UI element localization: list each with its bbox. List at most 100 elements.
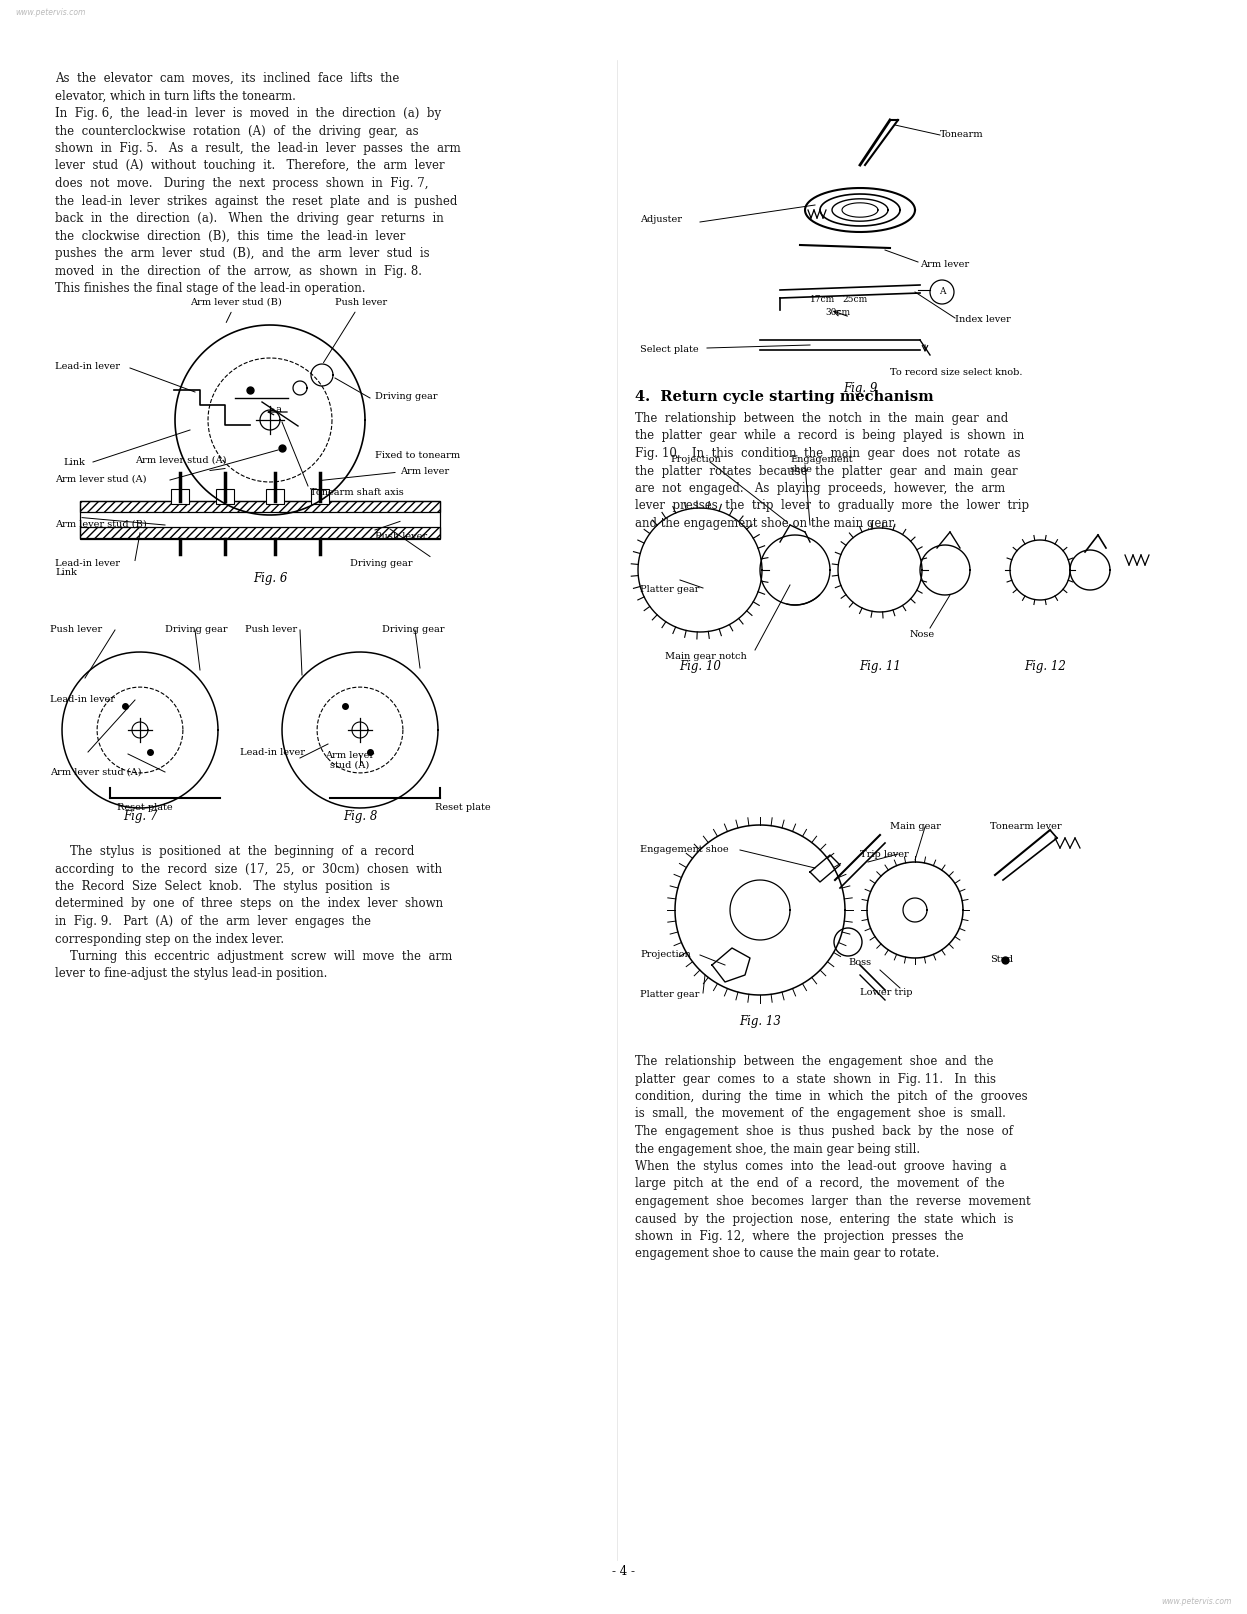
- Text: Tonearm shaft axis: Tonearm shaft axis: [311, 487, 404, 497]
- Text: are  not  engaged.   As  playing  proceeds,  however,  the  arm: are not engaged. As playing proceeds, ho…: [635, 483, 1005, 495]
- Text: Lead-in lever: Lead-in lever: [50, 696, 115, 704]
- Text: according  to  the  record  size  (17,  25,  or  30cm)  chosen  with: according to the record size (17, 25, or…: [55, 862, 443, 875]
- Text: 30cm: 30cm: [826, 308, 850, 316]
- Text: Engagement
shoe: Engagement shoe: [791, 455, 853, 475]
- Text: Fig. 8: Fig. 8: [343, 810, 377, 823]
- Text: The  engagement  shoe  is  thus  pushed  back  by  the  nose  of: The engagement shoe is thus pushed back …: [635, 1125, 1013, 1138]
- Text: Driving gear: Driving gear: [165, 625, 227, 634]
- Text: Projection: Projection: [640, 951, 691, 959]
- Text: Fig. 13: Fig. 13: [739, 1015, 781, 1028]
- Bar: [80, 500, 440, 539]
- Text: Tonearm lever: Tonearm lever: [990, 822, 1061, 831]
- Text: Arm lever stud (A): Arm lever stud (A): [135, 455, 227, 465]
- Text: Engagement shoe: Engagement shoe: [640, 846, 728, 854]
- Text: Arm lever stud (A): Arm lever stud (A): [55, 475, 146, 484]
- Text: in  Fig. 9.   Part  (A)  of  the  arm  lever  engages  the: in Fig. 9. Part (A) of the arm lever eng…: [55, 915, 372, 928]
- Text: moved  in  the  direction  of  the  arrow,  as  shown  in  Fig. 8.: moved in the direction of the arrow, as …: [55, 265, 421, 278]
- Text: Fig. 10: Fig. 10: [680, 660, 721, 673]
- Text: large  pitch  at  the  end  of  a  record,  the  movement  of  the: large pitch at the end of a record, the …: [635, 1178, 1005, 1191]
- Text: Push lever: Push lever: [50, 625, 102, 634]
- Text: the  platter  rotates  because  the  platter  gear  and  main  gear: the platter rotates because the platter …: [635, 465, 1018, 478]
- Text: condition,  during  the  time  in  which  the  pitch  of  the  grooves: condition, during the time in which the …: [635, 1089, 1028, 1102]
- Text: Fig. 12: Fig. 12: [1024, 660, 1066, 673]
- Text: Link: Link: [55, 568, 77, 576]
- Text: Projection: Projection: [670, 455, 721, 463]
- Text: determined  by  one  of  three  steps  on  the  index  lever  shown: determined by one of three steps on the …: [55, 897, 443, 910]
- Text: Turning  this  eccentric  adjustment  screw  will  move  the  arm: Turning this eccentric adjustment screw …: [55, 951, 453, 964]
- Text: lever  presses  the  trip  lever  to  gradually  more  the  lower  trip: lever presses the trip lever to graduall…: [635, 499, 1029, 513]
- Text: does  not  move.   During  the  next  process  shown  in  Fig. 7,: does not move. During the next process s…: [55, 178, 429, 190]
- Text: Platter gear: Platter gear: [640, 989, 700, 999]
- Text: Arm lever stud (B): Arm lever stud (B): [55, 520, 147, 529]
- Bar: [266, 489, 284, 504]
- Text: a: a: [276, 405, 281, 415]
- Text: Select plate: Select plate: [640, 345, 698, 353]
- Text: Driving gear: Driving gear: [375, 392, 438, 400]
- Text: Push lever: Push lever: [375, 533, 428, 541]
- Text: The  relationship  between  the  engagement  shoe  and  the: The relationship between the engagement …: [635, 1056, 994, 1068]
- Text: Trip lever: Trip lever: [860, 851, 909, 859]
- Text: Push lever: Push lever: [244, 625, 297, 634]
- Text: shown  in  Fig. 5.   As  a  result,  the  lead-in  lever  passes  the  arm: shown in Fig. 5. As a result, the lead-i…: [55, 142, 460, 155]
- Text: www.petervis.com: www.petervis.com: [1162, 1596, 1232, 1606]
- Text: the  clockwise  direction  (B),  this  time  the  lead-in  lever: the clockwise direction (B), this time t…: [55, 229, 405, 242]
- Text: Arm lever
stud (A): Arm lever stud (A): [325, 751, 374, 770]
- Text: lever  stud  (A)  without  touching  it.   Therefore,  the  arm  lever: lever stud (A) without touching it. Ther…: [55, 160, 445, 173]
- Text: Lead-in lever: Lead-in lever: [55, 558, 120, 568]
- Text: Index lever: Index lever: [955, 315, 1011, 324]
- Text: As  the  elevator  cam  moves,  its  inclined  face  lifts  the: As the elevator cam moves, its inclined …: [55, 73, 399, 86]
- Text: the  platter  gear  while  a  record  is  being  played  is  shown  in: the platter gear while a record is being…: [635, 429, 1024, 442]
- Text: Lower trip: Lower trip: [860, 988, 913, 997]
- Text: engagement shoe to cause the main gear to rotate.: engagement shoe to cause the main gear t…: [635, 1248, 939, 1261]
- Text: pushes  the  arm  lever  stud  (B),  and  the  arm  lever  stud  is: pushes the arm lever stud (B), and the a…: [55, 247, 430, 260]
- Text: Nose: Nose: [910, 629, 935, 639]
- Text: The  relationship  between  the  notch  in  the  main  gear  and: The relationship between the notch in th…: [635, 412, 1009, 424]
- Text: back  in  the  direction  (a).   When  the  driving  gear  returns  in: back in the direction (a). When the driv…: [55, 211, 444, 224]
- Bar: [80, 500, 440, 512]
- Text: To record size select knob.: To record size select knob.: [890, 368, 1023, 378]
- Text: When  the  stylus  comes  into  the  lead-out  groove  having  a: When the stylus comes into the lead-out …: [635, 1160, 1006, 1173]
- Text: lever to fine-adjust the stylus lead-in position.: lever to fine-adjust the stylus lead-in …: [55, 967, 328, 980]
- Text: Main gear: Main gear: [890, 822, 941, 831]
- Text: platter  gear  comes  to  a  state  shown  in  Fig. 11.   In  this: platter gear comes to a state shown in F…: [635, 1072, 996, 1086]
- Text: Boss: Boss: [848, 959, 872, 967]
- Text: shown  in  Fig. 12,  where  the  projection  presses  the: shown in Fig. 12, where the projection p…: [635, 1230, 964, 1243]
- Text: Main gear notch: Main gear notch: [665, 652, 747, 662]
- Text: Reset plate: Reset plate: [117, 804, 173, 812]
- Text: Lead-in lever: Lead-in lever: [239, 747, 306, 757]
- Text: Fig. 9: Fig. 9: [843, 383, 877, 395]
- Text: Arm lever stud (B): Arm lever stud (B): [190, 299, 282, 323]
- Text: 4.  Return cycle starting mechanism: 4. Return cycle starting mechanism: [635, 391, 934, 404]
- Text: elevator, which in turn lifts the tonearm.: elevator, which in turn lifts the tonear…: [55, 89, 296, 103]
- Text: is  small,  the  movement  of  the  engagement  shoe  is  small.: is small, the movement of the engagement…: [635, 1107, 1006, 1120]
- Text: Tonearm: Tonearm: [940, 131, 984, 139]
- Text: Driving gear: Driving gear: [350, 558, 413, 568]
- Text: 17cm: 17cm: [811, 295, 835, 303]
- Text: Adjuster: Adjuster: [640, 215, 682, 224]
- Text: the engagement shoe, the main gear being still.: the engagement shoe, the main gear being…: [635, 1143, 920, 1156]
- Text: corresponding step on the index lever.: corresponding step on the index lever.: [55, 933, 284, 946]
- Text: Fig. 10.   In  this  condition  the  main  gear  does  not  rotate  as: Fig. 10. In this condition the main gear…: [635, 447, 1020, 460]
- Text: A: A: [939, 287, 945, 297]
- Text: the  lead-in  lever  strikes  against  the  reset  plate  and  is  pushed: the lead-in lever strikes against the re…: [55, 195, 458, 208]
- Text: Link: Link: [64, 458, 85, 466]
- Bar: [311, 489, 329, 504]
- Text: and the engagement shoe on the main gear.: and the engagement shoe on the main gear…: [635, 516, 897, 529]
- Text: Push lever: Push lever: [323, 299, 387, 363]
- Text: Arm lever: Arm lever: [920, 260, 969, 270]
- Text: In  Fig. 6,  the  lead-in  lever  is  moved  in  the  direction  (a)  by: In Fig. 6, the lead-in lever is moved in…: [55, 107, 441, 119]
- Text: the  counterclockwise  rotation  (A)  of  the  driving  gear,  as: the counterclockwise rotation (A) of the…: [55, 124, 419, 137]
- Text: - 4 -: - 4 -: [611, 1566, 635, 1578]
- Text: Reset plate: Reset plate: [435, 804, 490, 812]
- Text: the  Record  Size  Select  knob.   The  stylus  position  is: the Record Size Select knob. The stylus …: [55, 880, 390, 893]
- Bar: [80, 528, 440, 539]
- Text: 25cm: 25cm: [842, 295, 867, 303]
- Text: Platter gear: Platter gear: [640, 584, 700, 594]
- Bar: [216, 489, 234, 504]
- Bar: [171, 489, 190, 504]
- Text: Lead-in lever: Lead-in lever: [55, 362, 120, 371]
- Text: Arm lever stud (A): Arm lever stud (A): [50, 768, 141, 776]
- Text: Fig. 7: Fig. 7: [122, 810, 157, 823]
- Text: The  stylus  is  positioned  at  the  beginning  of  a  record: The stylus is positioned at the beginnin…: [55, 846, 414, 859]
- Text: Fixed to tonearm: Fixed to tonearm: [375, 450, 460, 460]
